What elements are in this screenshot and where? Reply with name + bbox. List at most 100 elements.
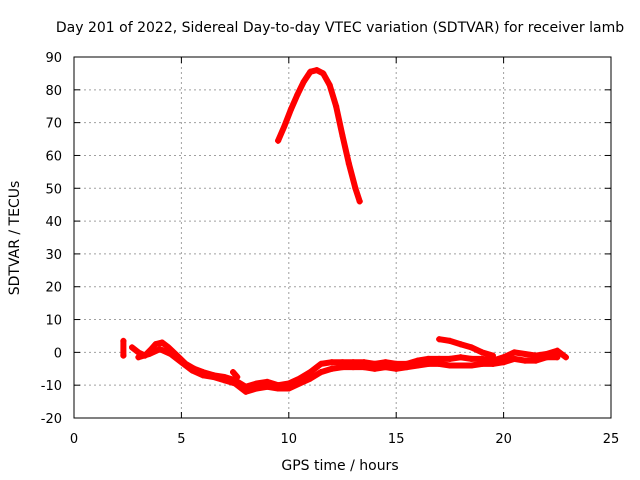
data-point xyxy=(554,347,561,354)
data-point xyxy=(230,369,236,376)
data-point xyxy=(234,374,241,380)
data-point xyxy=(281,122,288,129)
data-point xyxy=(511,349,518,356)
data-point xyxy=(356,198,363,205)
x-tick-label: 25 xyxy=(603,432,620,447)
data-point xyxy=(446,362,453,369)
data-point xyxy=(300,78,307,85)
series-layer xyxy=(120,67,569,395)
data-point xyxy=(120,352,127,359)
data-point xyxy=(339,364,346,371)
data-point xyxy=(129,344,135,351)
x-tick-label: 0 xyxy=(70,432,78,447)
chart-title: Day 201 of 2022, Sidereal Day-to-day VTE… xyxy=(56,20,624,36)
data-point xyxy=(522,351,529,357)
data-point xyxy=(146,351,153,357)
data-point xyxy=(307,68,314,75)
data-point xyxy=(489,360,496,367)
data-point xyxy=(307,369,314,376)
data-point xyxy=(382,364,389,371)
data-point xyxy=(318,360,324,367)
data-point xyxy=(326,81,333,88)
data-point xyxy=(320,70,327,77)
data-point xyxy=(457,354,464,361)
y-tick-label: 0 xyxy=(54,346,62,361)
data-point xyxy=(468,362,475,369)
data-point xyxy=(296,380,303,387)
data-point xyxy=(554,354,561,361)
data-point xyxy=(562,354,569,361)
data-point xyxy=(479,360,486,367)
data-point xyxy=(318,369,324,376)
y-tick-label: 20 xyxy=(45,281,62,296)
data-point xyxy=(287,106,294,113)
y-tick-label: 60 xyxy=(45,149,62,164)
data-point xyxy=(275,137,282,144)
data-point xyxy=(532,357,539,364)
data-point xyxy=(221,377,228,384)
data-point xyxy=(468,355,475,362)
data-point xyxy=(352,185,359,192)
data-point xyxy=(446,355,453,362)
data-point xyxy=(294,91,301,98)
data-point xyxy=(457,362,464,369)
y-tick-label: 50 xyxy=(45,182,62,197)
y-axis-label: SDTVAR / TECUs xyxy=(7,181,23,296)
data-point xyxy=(199,372,206,379)
x-tick-label: 20 xyxy=(495,432,512,447)
data-point xyxy=(500,359,507,366)
data-point xyxy=(210,374,217,380)
data-point xyxy=(178,359,185,366)
data-point xyxy=(425,360,432,367)
data-point xyxy=(511,355,518,362)
axis-layer: 0 5 10 15 20 25 -20 -10 0 10 20 30 40 50 60 70 80 90 xyxy=(41,51,620,447)
data-point xyxy=(232,380,239,387)
data-point xyxy=(135,354,142,361)
data-point xyxy=(242,388,249,395)
series-arc-high xyxy=(275,67,363,205)
plot-frame xyxy=(73,56,612,419)
data-point xyxy=(120,337,127,344)
data-point xyxy=(393,365,400,372)
data-point xyxy=(264,383,271,390)
y-tick-label: 70 xyxy=(45,117,62,132)
y-tick-label: 10 xyxy=(45,314,62,329)
data-point xyxy=(159,339,166,346)
data-point xyxy=(403,364,410,371)
data-point xyxy=(156,346,163,353)
series-low-lower xyxy=(135,346,561,395)
data-point xyxy=(333,103,340,110)
data-point xyxy=(165,344,172,351)
data-point xyxy=(275,385,282,392)
data-point xyxy=(253,385,260,392)
data-point xyxy=(189,367,196,374)
data-point xyxy=(468,344,475,351)
x-axis-label: GPS time / hours xyxy=(281,458,398,474)
x-tick-label: 5 xyxy=(177,432,185,447)
data-point xyxy=(489,352,496,359)
data-point xyxy=(371,365,378,372)
data-point xyxy=(457,341,464,348)
data-point xyxy=(361,364,367,371)
data-point xyxy=(313,67,320,74)
x-tick-label: 15 xyxy=(388,432,405,447)
y-tick-label: 80 xyxy=(45,84,62,99)
data-point xyxy=(152,341,159,348)
data-point xyxy=(307,375,314,382)
data-point xyxy=(543,354,550,361)
y-tick-label: -20 xyxy=(41,412,62,427)
x-tick-label: 10 xyxy=(281,432,298,447)
data-point xyxy=(479,349,486,356)
data-point xyxy=(339,132,346,139)
y-tick-label: 30 xyxy=(45,248,62,263)
data-point xyxy=(328,365,335,372)
y-tick-label: 40 xyxy=(45,215,62,230)
y-tick-label: -10 xyxy=(41,379,62,394)
data-point xyxy=(350,364,357,371)
data-point xyxy=(328,359,335,366)
data-point xyxy=(345,160,352,167)
data-point xyxy=(285,385,292,392)
data-point xyxy=(446,337,453,344)
data-point xyxy=(414,362,421,369)
